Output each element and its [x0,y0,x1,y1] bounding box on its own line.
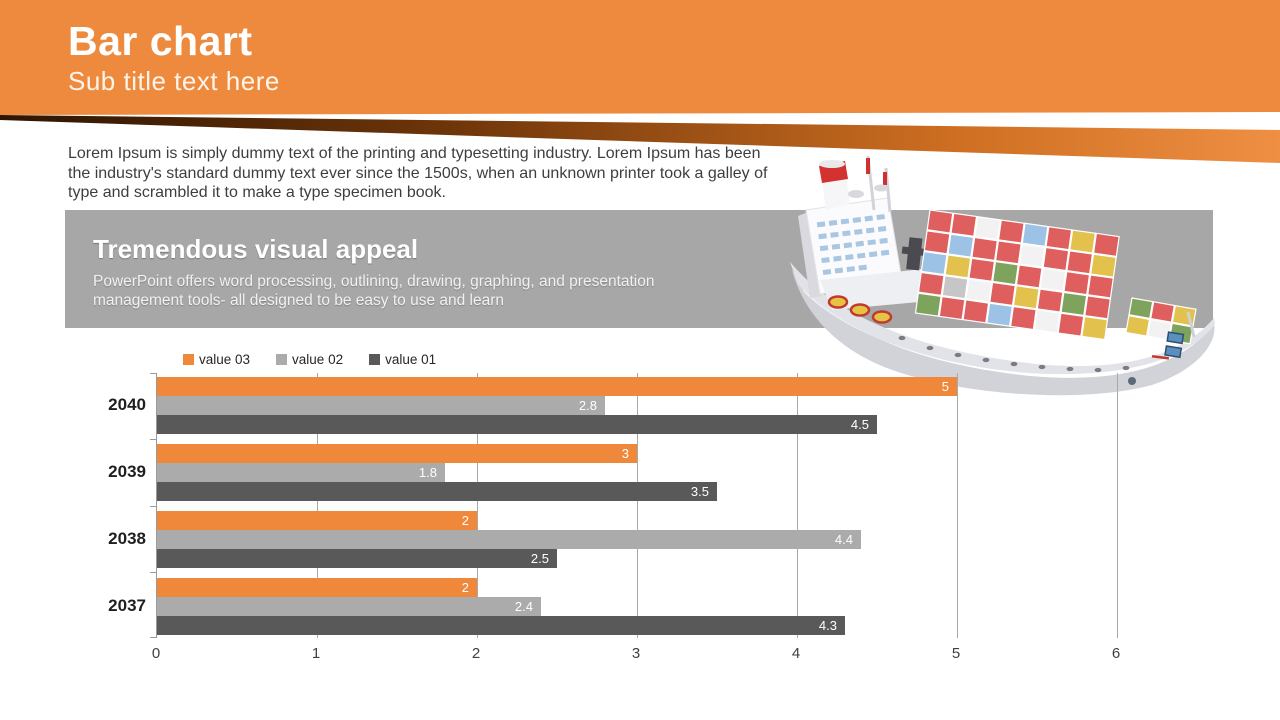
legend-label: value 03 [199,352,251,367]
bar-value-label: 2.8 [578,398,597,413]
bar-value-label: 4.4 [834,532,853,547]
cargo-ship-illustration [790,155,1215,396]
legend-label: value 02 [292,352,344,367]
y-axis-tick [150,572,157,573]
bar-value-01-2037: 4.3 [157,616,845,635]
x-axis-label-6: 6 [1111,645,1121,662]
gridline [957,373,958,638]
bar-value-02-2037: 2.4 [157,597,541,616]
bar-value-03-2040: 5 [157,377,957,396]
category-label-2037: 2037 [108,595,146,615]
legend-label: value 01 [385,352,437,367]
x-axis-label-1: 1 [311,645,321,662]
gridline [637,373,638,638]
gridline [797,373,798,638]
bar-value-label: 2 [461,580,469,595]
y-axis-tick [150,505,157,507]
page-subtitle: Sub title text here [68,66,280,96]
bar-value-03-2039: 3 [157,444,637,463]
bar-value-label: 2 [461,513,469,528]
plot-area: 5 2.8 4.5 3 1.8 3.5 2 4.4 2.5 2 2.4 4.3 [150,373,1118,638]
chart-legend: value 03 value 02 value 01 [183,352,436,367]
bar-value-label: 4.3 [818,618,837,633]
x-axis-label-0: 0 [151,645,161,662]
gridline [1117,373,1118,638]
category-label-2039: 2039 [108,461,146,481]
x-axis-label-3: 3 [631,645,641,662]
bar-value-label: 3 [621,446,629,461]
bar-value-label: 4.5 [850,417,869,432]
x-axis-label-5: 5 [951,645,961,662]
legend-item: value 03 [183,352,250,367]
legend-item: value 02 [276,352,343,367]
bar-value-label: 5 [941,379,949,394]
bar-value-01-2038: 2.5 [157,549,557,568]
x-axis-label-2: 2 [471,645,481,662]
bar-value-03-2038: 2 [157,511,477,530]
gridline [317,373,318,638]
bar-value-01-2039: 3.5 [157,482,717,501]
page-title: Bar chart [68,18,253,64]
y-axis-tick [150,439,157,440]
bar-value-label: 3.5 [690,484,709,499]
header-rect [0,0,1280,115]
x-axis-label-4: 4 [791,645,801,662]
banner-text: PowerPoint offers word processing, outli… [93,273,655,309]
gridline [477,373,478,638]
bar-value-label: 1.8 [418,465,437,480]
banner-title: Tremendous visual appeal [93,234,419,264]
legend-item: value 01 [369,352,436,367]
bar-value-label: 2.5 [530,551,549,566]
bar-value-02-2039: 1.8 [157,463,445,482]
bar-value-label: 2.4 [514,599,533,614]
legend-swatch [183,354,194,365]
bar-value-02-2040: 2.8 [157,396,605,415]
bar-value-03-2037: 2 [157,578,477,597]
ship-superstructure [798,155,940,324]
ship-containers [914,209,1120,341]
category-label-2038: 2038 [108,528,146,548]
bar-value-01-2040: 4.5 [157,415,877,434]
ship-bow-containers [1125,297,1197,345]
category-label-2040: 2040 [108,394,146,414]
header-banner [0,0,1280,163]
header-diagonal-stripe [0,115,1280,163]
legend-swatch [276,354,288,365]
bar-value-02-2038: 4.4 [157,530,861,549]
y-axis-tick [150,637,157,638]
y-axis-tick [150,373,157,374]
intro-paragraph: Lorem Ipsum is simply dummy text of the … [68,145,768,201]
legend-swatch [369,354,381,365]
